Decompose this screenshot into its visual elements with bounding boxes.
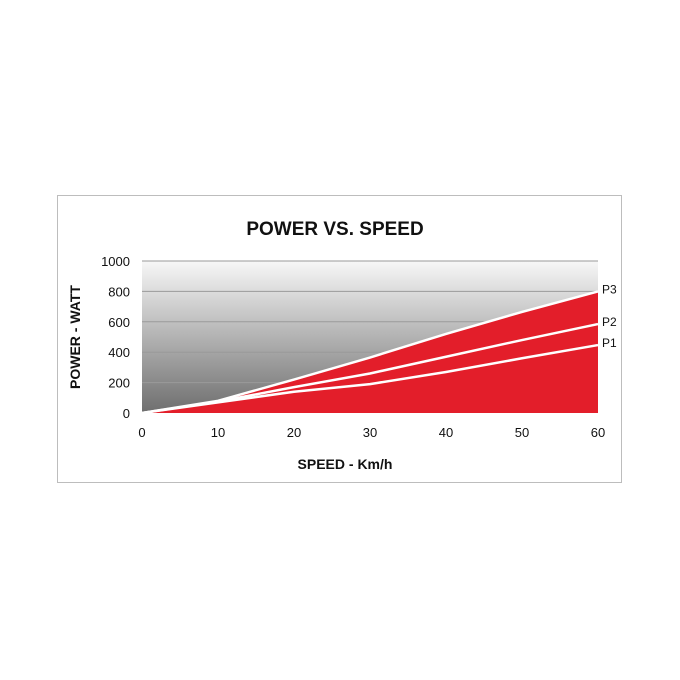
y-tick-label: 800 xyxy=(108,284,130,299)
area-fill xyxy=(142,291,598,413)
x-tick-label: 60 xyxy=(591,425,605,440)
y-axis-label: POWER - WATT xyxy=(67,285,83,389)
series-label-p3: P3 xyxy=(602,282,617,296)
x-axis-label: SPEED - Km/h xyxy=(298,456,393,472)
x-tick-label: 0 xyxy=(138,425,145,440)
y-tick-label: 1000 xyxy=(101,254,130,269)
x-tick-label: 30 xyxy=(363,425,377,440)
chart-frame xyxy=(57,195,622,483)
y-tick-label: 0 xyxy=(123,406,130,421)
chart-title: POWER VS. SPEED xyxy=(246,219,423,240)
series-label-p1: P1 xyxy=(602,336,617,350)
series-line-p1 xyxy=(141,343,599,415)
x-tick-label: 50 xyxy=(515,425,529,440)
y-tick-label: 400 xyxy=(108,345,130,360)
y-tick-label: 200 xyxy=(108,376,130,391)
x-tick-label: 10 xyxy=(211,425,225,440)
y-tick-label: 600 xyxy=(108,315,130,330)
x-tick-label: 40 xyxy=(439,425,453,440)
x-tick-label: 20 xyxy=(287,425,301,440)
series-label-p2: P2 xyxy=(602,315,617,329)
